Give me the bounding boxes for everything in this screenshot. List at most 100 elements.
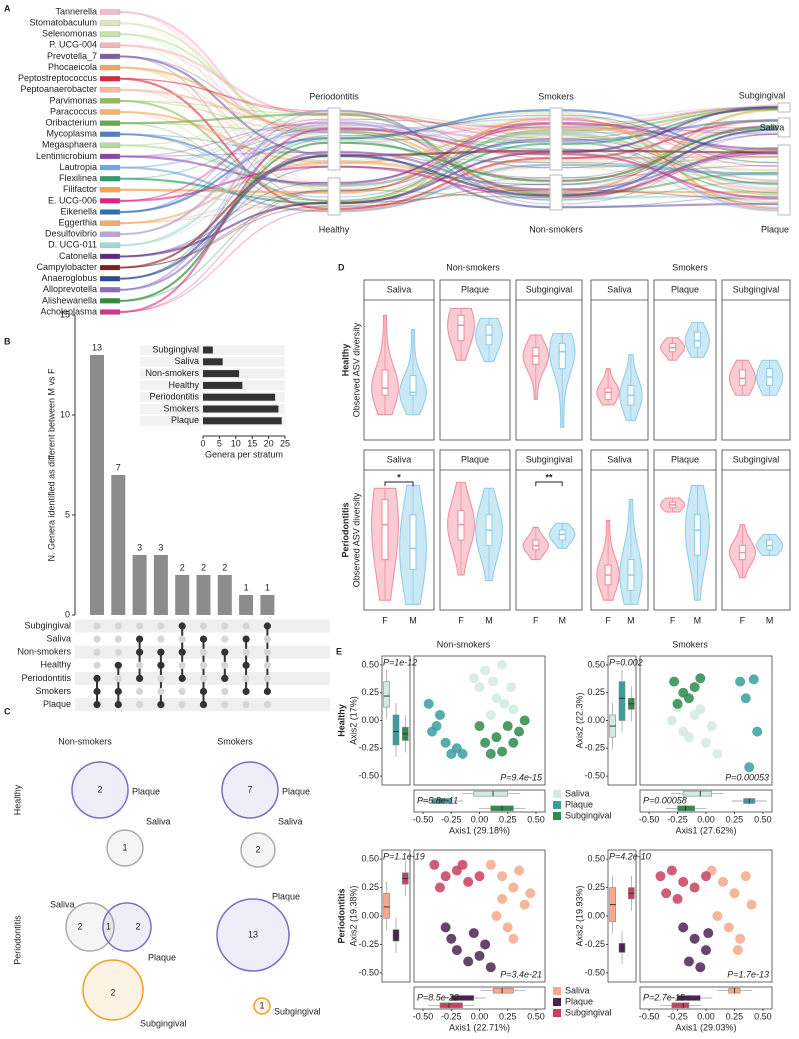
y-tick-label: -0.50 (358, 967, 379, 977)
matrix-dot (157, 622, 165, 630)
row-title: Periodontitis (12, 915, 22, 965)
flow (119, 189, 779, 269)
flow (119, 104, 779, 291)
point (701, 737, 711, 748)
genus-label: Lentimicrobium (36, 151, 97, 161)
genus-bar (99, 198, 121, 204)
venn-set-label: Plaque (282, 786, 310, 796)
matrix-dot (263, 687, 271, 696)
inset-category-label: Smokers (163, 403, 199, 413)
bar (175, 575, 190, 615)
point (666, 715, 677, 726)
y-tick-label: 0.00 (587, 715, 605, 725)
point (491, 693, 502, 704)
venn-overlap-count: 1 (106, 921, 111, 931)
x-tick-label: M (558, 615, 566, 625)
point (514, 726, 525, 737)
genus-label: Prevotella_7 (47, 51, 97, 61)
matrix-dot (178, 687, 186, 696)
genus-label: Desulfovibrio (45, 229, 97, 239)
y-tick-label: -0.50 (584, 770, 605, 780)
x-tick-label: F (605, 615, 611, 625)
matrix-dot (199, 687, 208, 696)
point (678, 922, 689, 933)
matrix-dot (199, 622, 208, 630)
point (468, 673, 479, 684)
set-label: Saliva (46, 633, 71, 643)
matrix-dot (263, 648, 271, 656)
facet-frame (439, 279, 511, 441)
venn-circle (253, 997, 271, 1015)
genus-bar (99, 309, 121, 315)
legend-label: Plaque (565, 799, 593, 809)
genus-bar (99, 209, 121, 215)
margin-box (677, 805, 695, 812)
point (440, 922, 451, 933)
facet-strip-label: Subgingival (526, 284, 573, 294)
genus-bar (99, 109, 121, 115)
matrix-dot (178, 622, 186, 630)
point (440, 737, 451, 748)
point (712, 748, 723, 759)
facet-strip-label: Subgingival (733, 284, 780, 294)
matrix-dot (114, 661, 122, 669)
point (506, 682, 517, 693)
panel-label: D (338, 262, 345, 272)
inset-tick-label: 5 (217, 438, 222, 448)
facet-frame (515, 279, 583, 441)
significance-bracket (384, 481, 414, 486)
genus-label: E. UCG-006 (48, 195, 97, 205)
bar (239, 595, 254, 615)
inset-bar (203, 381, 243, 389)
matrix-dot (199, 648, 208, 656)
inset-bar (203, 417, 282, 425)
point (427, 726, 438, 737)
genus-label: Flexilinea (59, 173, 97, 183)
panel-label: E (336, 646, 342, 656)
point (434, 882, 445, 893)
matrix-dot (157, 701, 165, 709)
facet-strip-label: Saliva (387, 454, 412, 464)
matrix-dot (114, 674, 122, 683)
genus-label: P. UCG-004 (49, 40, 97, 50)
node-label: Non-smokers (529, 224, 583, 234)
y-tick-label: -0.25 (358, 939, 379, 949)
bar-value-label: 7 (116, 462, 121, 472)
column-title: Non-smokers (446, 262, 500, 272)
y-axis-label: Axis2 (17%) (348, 696, 358, 745)
venn-count: 2 (135, 921, 140, 931)
p-value-label: P=4.2e-10 (609, 851, 651, 861)
point (661, 888, 672, 899)
set-label: Subgingival (24, 620, 71, 630)
point (669, 676, 680, 687)
panel-label: B (4, 336, 11, 346)
facet-strip-label: Plaque (461, 454, 489, 464)
x-tick-label: 0.25 (499, 1011, 517, 1021)
point (514, 865, 525, 876)
p-value-label: P=8.5e-22 (417, 992, 459, 1002)
matrix-dot (178, 661, 186, 669)
genus-bar (99, 287, 121, 293)
inset-bar (203, 346, 213, 354)
x-tick-label: -0.50 (413, 814, 434, 824)
flow (119, 78, 779, 159)
matrix-dot (114, 687, 122, 696)
genus-bar (99, 220, 121, 226)
matrix-dot (93, 674, 101, 683)
genus-label: Paracoccus (50, 106, 98, 116)
genus-label: Acholeplasma (40, 306, 97, 316)
matrix-dot (242, 648, 250, 656)
y-tick-label: 0.50 (361, 853, 379, 863)
x-tick-label: 0.25 (726, 814, 744, 824)
matrix-dot (93, 622, 101, 630)
x-tick-label: 0.50 (527, 814, 545, 824)
point (718, 876, 729, 887)
margin-box (671, 1002, 690, 1009)
facet-frame (590, 449, 649, 611)
facet-frame (721, 449, 791, 611)
point (655, 871, 666, 882)
x-tick-label: -0.25 (441, 814, 462, 824)
node-label: Periodontitis (309, 91, 359, 101)
matrix-dot (263, 701, 271, 709)
margin-box (682, 790, 712, 797)
